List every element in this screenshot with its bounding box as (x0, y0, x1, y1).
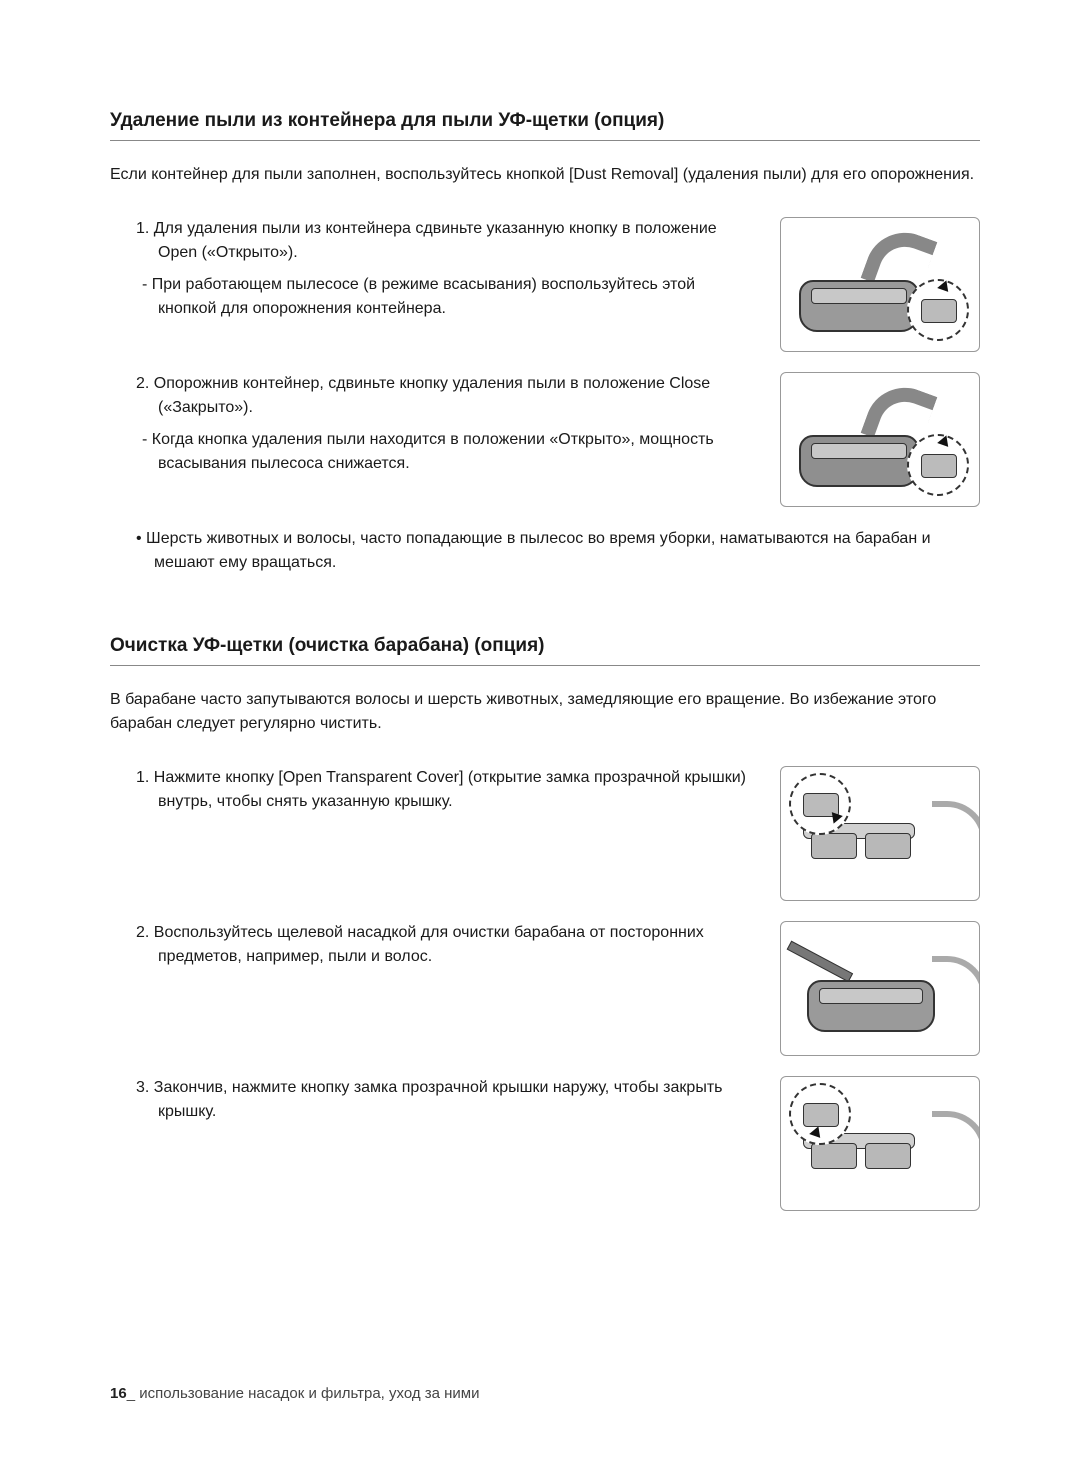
section1-step1-note: - При работающем пылесосе (в режиме всас… (110, 273, 750, 321)
section1-bullet: • Шерсть животных и волосы, часто попада… (110, 527, 980, 575)
footer-text: использование насадок и фильтра, уход за… (139, 1385, 479, 1402)
section1-step2-note: - Когда кнопка удаления пыли находится в… (110, 428, 750, 476)
section1-step2: 2. Опорожнив контейнер, сдвиньте кнопку … (110, 372, 750, 420)
page-footer: 16_ использование насадок и фильтра, ухо… (110, 1385, 480, 1402)
section1-step2-row: 2. Опорожнив контейнер, сдвиньте кнопку … (110, 372, 980, 507)
section2-step3: 3. Закончив, нажмите кнопку замка прозра… (110, 1076, 750, 1124)
section2-step2: 2. Воспользуйтесь щелевой насадкой для о… (110, 921, 750, 969)
page-number: 16 (110, 1385, 127, 1402)
section2-title: Очистка УФ-щетки (очистка барабана) (опц… (110, 635, 980, 666)
section1-intro: Если контейнер для пыли заполнен, воспол… (110, 163, 980, 187)
footer-sep: _ (127, 1385, 140, 1402)
section2-intro: В барабане часто запутываются волосы и ш… (110, 688, 980, 736)
illustration-clean-drum (780, 921, 980, 1056)
illustration-open-cover (780, 766, 980, 901)
section2-step1: 1. Нажмите кнопку [Open Transparent Cove… (110, 766, 750, 814)
illustration-close-cover (780, 1076, 980, 1211)
illustration-dust-open (780, 217, 980, 352)
section2-step3-row: 3. Закончив, нажмите кнопку замка прозра… (110, 1076, 980, 1211)
section2-step1-row: 1. Нажмите кнопку [Open Transparent Cove… (110, 766, 980, 901)
section1-step1: 1. Для удаления пыли из контейнера сдвин… (110, 217, 750, 265)
section1-step1-row: 1. Для удаления пыли из контейнера сдвин… (110, 217, 980, 352)
illustration-dust-close (780, 372, 980, 507)
section2-step2-row: 2. Воспользуйтесь щелевой насадкой для о… (110, 921, 980, 1056)
section1-title: Удаление пыли из контейнера для пыли УФ-… (110, 110, 980, 141)
